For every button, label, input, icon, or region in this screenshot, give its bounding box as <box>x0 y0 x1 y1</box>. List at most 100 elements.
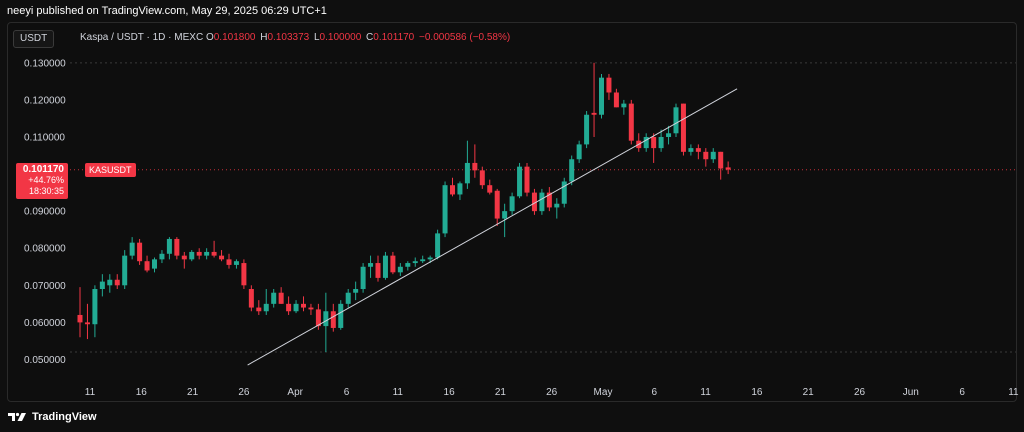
close-value: 0.101170 <box>373 32 415 43</box>
candle-body[interactable] <box>554 203 560 208</box>
published-header: neeyi published on TradingView.com, May … <box>0 0 1024 22</box>
candle-body[interactable] <box>472 162 478 171</box>
x-tick-label: 26 <box>854 387 866 398</box>
candle-body[interactable] <box>680 103 686 152</box>
candle-body[interactable] <box>152 259 157 269</box>
candle-body[interactable] <box>718 151 724 169</box>
candle-body[interactable] <box>330 311 336 328</box>
candle-body[interactable] <box>390 255 396 273</box>
candle-body[interactable] <box>211 251 217 256</box>
candle-body[interactable] <box>263 303 269 312</box>
candle-body[interactable] <box>494 190 500 219</box>
candle-body[interactable] <box>375 263 381 278</box>
candle-body[interactable] <box>450 185 455 195</box>
candle-body[interactable] <box>479 170 485 186</box>
candle-body[interactable] <box>360 266 366 290</box>
x-tick-label: 16 <box>444 387 456 398</box>
candle-body[interactable] <box>114 279 120 286</box>
candle-body[interactable] <box>628 103 634 141</box>
candle-body[interactable] <box>219 255 225 260</box>
candle-body[interactable] <box>293 303 299 312</box>
candle-body[interactable] <box>345 292 351 304</box>
candle-body[interactable] <box>561 181 567 204</box>
candle-body[interactable] <box>427 257 433 260</box>
candle-body[interactable] <box>256 307 262 312</box>
candle-body[interactable] <box>435 233 441 258</box>
candle-body[interactable] <box>196 251 202 256</box>
candle-body[interactable] <box>517 166 523 197</box>
candle-body[interactable] <box>397 266 403 273</box>
candle-body[interactable] <box>107 279 113 286</box>
candle-body[interactable] <box>174 238 180 256</box>
candle-body[interactable] <box>122 255 128 286</box>
candle-body[interactable] <box>420 259 426 262</box>
candle-body[interactable] <box>464 162 470 184</box>
candle-body[interactable] <box>137 242 143 262</box>
candle-body[interactable] <box>442 185 448 234</box>
candle-body[interactable] <box>591 112 597 115</box>
candle-body[interactable] <box>599 77 604 115</box>
candle-body[interactable] <box>651 136 657 149</box>
candle-body[interactable] <box>457 183 463 195</box>
candle-body[interactable] <box>189 251 195 260</box>
candle-body[interactable] <box>673 107 679 134</box>
candle-body[interactable] <box>382 255 388 278</box>
candle-body[interactable] <box>77 314 83 323</box>
candle-body[interactable] <box>241 263 247 286</box>
candle-body[interactable] <box>658 136 664 149</box>
footer-brand[interactable]: TradingView <box>8 408 97 426</box>
candle-body[interactable] <box>695 148 701 152</box>
candle-body[interactable] <box>248 289 254 308</box>
candle-body[interactable] <box>353 289 359 293</box>
candle-body[interactable] <box>338 303 344 328</box>
low-value: 0.100000 <box>319 32 362 43</box>
y-tick-label: 0.110000 <box>24 132 65 143</box>
candle-body[interactable] <box>725 167 731 170</box>
candle-body[interactable] <box>204 251 210 256</box>
candle-body[interactable] <box>84 322 90 325</box>
candle-body[interactable] <box>710 151 716 160</box>
candle-body[interactable] <box>576 144 582 160</box>
candle-body[interactable] <box>606 77 612 93</box>
candle-body[interactable] <box>99 281 105 290</box>
candle-body[interactable] <box>278 292 284 304</box>
candle-body[interactable] <box>509 196 515 212</box>
candle-body[interactable] <box>301 303 306 308</box>
x-tick-label: 21 <box>803 387 815 398</box>
close-key: C <box>366 32 374 43</box>
candle-body[interactable] <box>584 114 590 145</box>
candle-body[interactable] <box>688 148 694 152</box>
candle-body[interactable] <box>621 103 627 108</box>
candle-body[interactable] <box>181 255 187 260</box>
candle-body[interactable] <box>412 261 418 264</box>
candle-body[interactable] <box>502 211 508 219</box>
candle-body[interactable] <box>368 263 374 267</box>
candle-body[interactable] <box>129 242 135 256</box>
candle-body[interactable] <box>643 136 649 149</box>
candle-body[interactable] <box>524 166 530 193</box>
candle-body[interactable] <box>308 307 314 310</box>
candle-body[interactable] <box>703 151 709 160</box>
candle-body[interactable] <box>405 263 411 267</box>
candle-body[interactable] <box>546 192 552 208</box>
trendline[interactable] <box>247 88 738 366</box>
candle-body[interactable] <box>144 261 150 271</box>
candle-body[interactable] <box>539 192 545 212</box>
currency-button[interactable]: USDT <box>13 30 55 48</box>
candle-body[interactable] <box>569 159 575 182</box>
open-value: 0.101800 <box>213 32 256 43</box>
candle-body[interactable] <box>666 133 672 137</box>
candle-body[interactable] <box>271 292 277 304</box>
candle-body[interactable] <box>92 289 98 325</box>
candle-body[interactable] <box>286 303 292 312</box>
candle-body[interactable] <box>323 311 329 327</box>
candle-body[interactable] <box>315 309 321 327</box>
candle-body[interactable] <box>166 238 172 254</box>
candle-body[interactable] <box>613 92 619 108</box>
candle-body[interactable] <box>159 253 165 260</box>
candle-body[interactable] <box>487 185 493 193</box>
candle-body[interactable] <box>531 192 537 212</box>
candle-body[interactable] <box>233 261 239 265</box>
candle-body[interactable] <box>226 259 232 265</box>
